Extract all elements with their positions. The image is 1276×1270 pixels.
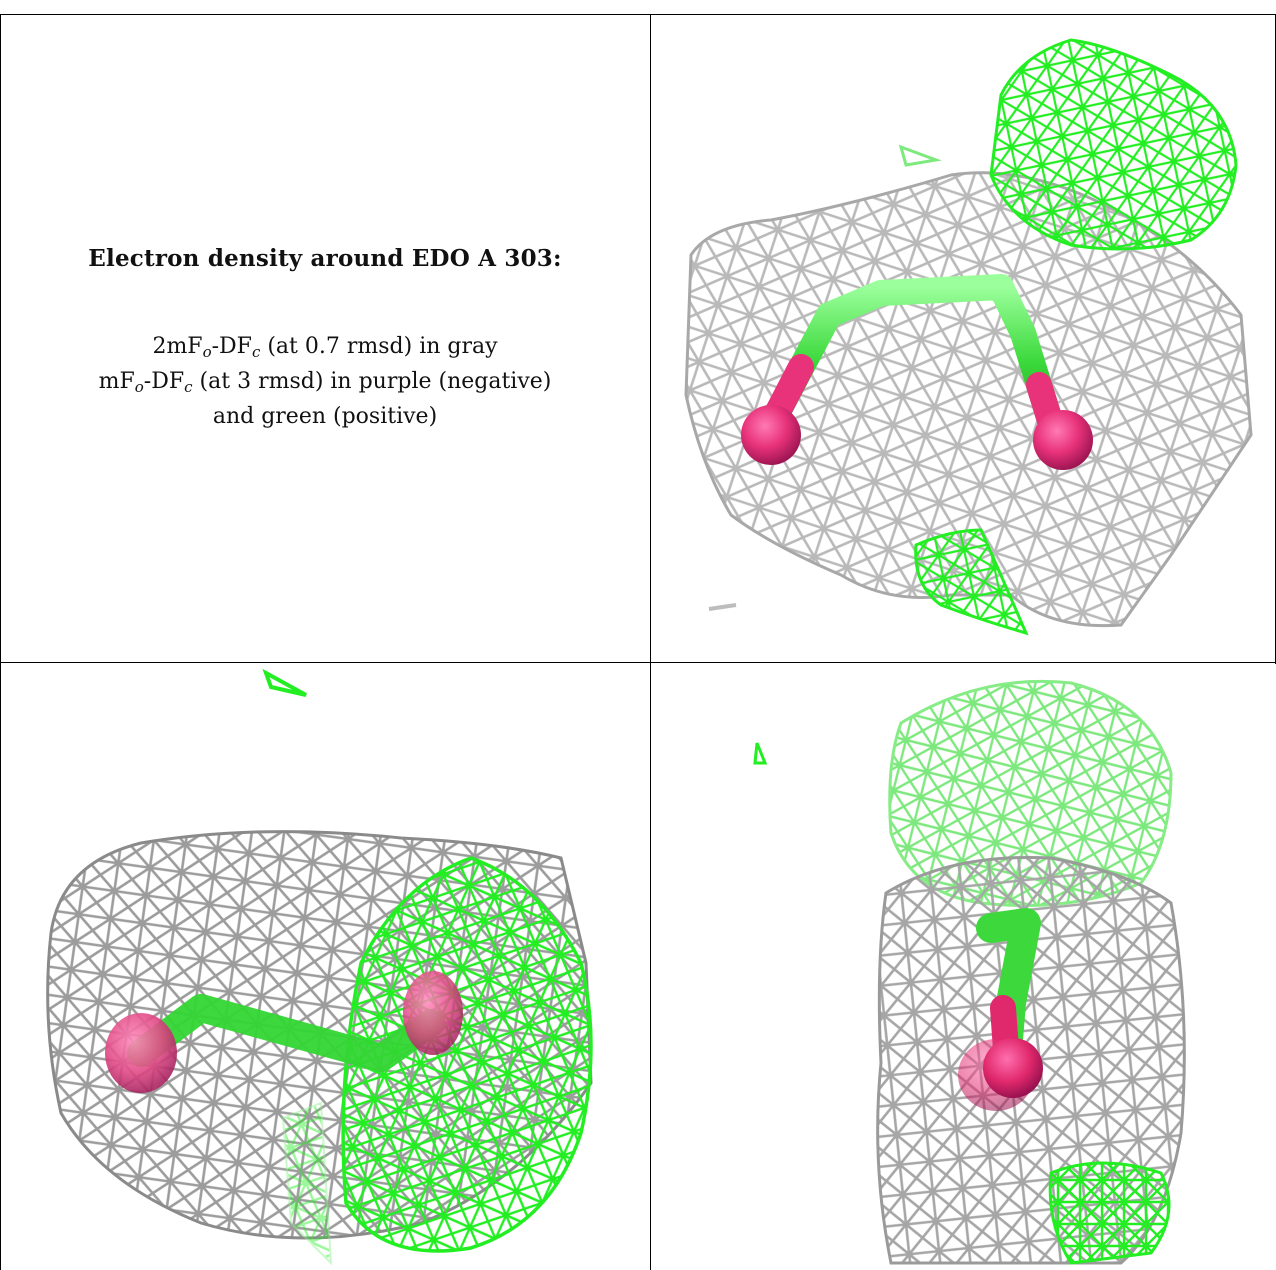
edo-molecule-top-right xyxy=(741,274,1093,470)
legend-line-gray-sub-c: c xyxy=(251,342,261,361)
green-mesh-top-right-upper xyxy=(989,38,1238,251)
legend-line-diff-post: (at 3 rmsd) in purple (negative) xyxy=(192,368,552,394)
grid-middle-divider xyxy=(0,662,1276,663)
legend-line-difference: mFo-DFc (at 3 rmsd) in purple (negative) xyxy=(99,367,552,402)
edo-molecule-bottom-left xyxy=(105,971,463,1093)
legend-line-gray: 2mFo-DFc (at 0.7 rmsd) in gray xyxy=(152,332,497,367)
legend-line-diff-pre: mF xyxy=(98,368,135,394)
green-mesh-bottom-right-upper xyxy=(888,679,1173,907)
oxygen-atom xyxy=(1033,410,1093,470)
gray-mesh-fragment xyxy=(708,603,737,611)
green-mesh-top-right-lower xyxy=(914,528,1029,636)
legend-panel: Electron density around EDO A 303: 2mFo-… xyxy=(0,14,650,662)
legend-line-diff-sub-o: o xyxy=(134,377,144,396)
grid-left-border xyxy=(0,14,1,1270)
legend-line-gray-sub-o: o xyxy=(202,342,212,361)
legend-line-diff-mid: -DF xyxy=(143,368,185,394)
legend-line-gray-mid: -DF xyxy=(211,333,252,359)
grid-center-divider xyxy=(650,14,651,1270)
legend-line-diff-sub-c: c xyxy=(184,377,193,396)
green-mesh-fragment xyxy=(753,742,768,765)
green-mesh-faded xyxy=(281,1101,333,1266)
density-render-top-right xyxy=(684,38,1253,636)
density-view-top-right xyxy=(651,15,1275,662)
green-mesh-fragment xyxy=(262,668,307,697)
density-view-bottom-left xyxy=(1,663,650,1270)
legend-title: Electron density around EDO A 303: xyxy=(88,244,562,272)
legend-line-gray-post: (at 0.7 rmsd) in gray xyxy=(260,333,498,359)
edo-molecule-bottom-right xyxy=(958,908,1043,1111)
oxygen-atom xyxy=(983,1038,1043,1098)
legend-line-positive: and green (positive) xyxy=(212,403,438,429)
gray-mesh-top-right xyxy=(684,171,1253,628)
oxygen-atom xyxy=(741,405,801,465)
density-render-bottom-right xyxy=(753,679,1186,1265)
green-mesh-bottom-right-lower xyxy=(1048,1161,1171,1265)
oxygen-atom xyxy=(403,971,463,1055)
density-render-bottom-left xyxy=(46,668,593,1266)
oxygen-atom xyxy=(105,1013,177,1093)
green-mesh-bottom-left xyxy=(341,856,593,1253)
legend-line-gray-pre: 2mF xyxy=(152,333,203,359)
density-view-bottom-right xyxy=(651,663,1276,1270)
grid-top-border xyxy=(0,14,1276,15)
green-mesh-fragment xyxy=(898,144,942,167)
